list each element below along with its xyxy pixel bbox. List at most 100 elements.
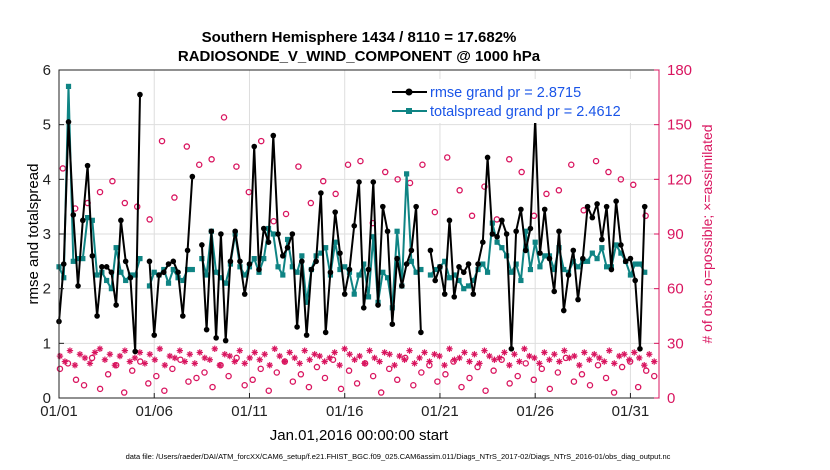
asterisk-stroke xyxy=(486,353,493,359)
obs-possible-marker xyxy=(617,176,625,183)
obs-assimilated-marker xyxy=(66,347,74,354)
obs-possible-marker xyxy=(265,387,273,394)
asterisk-stroke xyxy=(501,349,508,356)
asterisk-stroke xyxy=(321,358,328,365)
asterisk-stroke xyxy=(546,357,553,363)
asterisk-stroke xyxy=(416,355,423,361)
obs-possible-marker xyxy=(630,181,637,189)
rmse-point xyxy=(308,266,315,273)
asterisk-stroke xyxy=(277,353,283,359)
rmse-point xyxy=(260,225,267,232)
plot-area: 01/01 01/06 01/11 01/16 01/21 01/26 01/31 0 1 2 3… xyxy=(40,62,692,420)
y2-tick-label: 120 xyxy=(667,171,692,188)
obs-assimilated-marker xyxy=(96,345,104,352)
rmse-point xyxy=(570,247,577,254)
obs-assimilated-marker xyxy=(56,352,64,360)
spread-point xyxy=(427,272,434,278)
rmse-point xyxy=(608,266,615,273)
rmse-point xyxy=(75,283,81,289)
spread-point xyxy=(513,261,519,267)
rmse-point xyxy=(160,269,167,276)
rmse-point xyxy=(146,258,153,265)
obs-possible-marker xyxy=(319,177,327,185)
obs-assimilated-marker xyxy=(456,354,463,362)
rmse-point xyxy=(380,203,386,210)
obs-assimilated-marker xyxy=(286,349,293,356)
rmse-point xyxy=(437,264,443,270)
rmse-point xyxy=(418,329,424,336)
asterisk-stroke xyxy=(222,351,228,357)
obs-possible-marker xyxy=(357,157,364,165)
spread-point xyxy=(165,280,172,286)
rmse-point xyxy=(275,231,281,237)
asterisk-stroke xyxy=(331,349,338,356)
spread-point xyxy=(432,266,438,273)
obs-possible-marker xyxy=(257,137,265,145)
spread-point xyxy=(299,253,305,259)
asterisk-stroke xyxy=(112,362,118,368)
obs-assimilated-marker xyxy=(91,349,99,356)
obs-assimilated-marker xyxy=(431,351,438,358)
asterisk-stroke xyxy=(67,347,73,354)
obs-assimilated-marker xyxy=(621,351,628,358)
obs-possible-marker xyxy=(514,372,521,380)
obs-assimilated-marker xyxy=(631,349,638,356)
rmse-point xyxy=(103,264,110,270)
obs-assimilated-marker xyxy=(516,358,523,365)
rmse-point xyxy=(280,253,286,259)
obs-possible-marker xyxy=(393,376,401,384)
obs-assimilated-marker xyxy=(601,358,608,365)
rmse-point xyxy=(270,132,277,139)
obs-assimilated-marker xyxy=(641,362,648,369)
asterisk-stroke xyxy=(316,353,323,359)
obs-assimilated-marker xyxy=(606,347,613,354)
spread-point xyxy=(84,215,91,221)
rmse-point xyxy=(294,324,300,330)
data-file-footer: data file: /Users/raeder/DAI/ATM_forcXX/… xyxy=(126,452,671,461)
rmse-point xyxy=(227,258,234,265)
asterisk-stroke xyxy=(122,347,128,354)
asterisk-stroke xyxy=(272,346,278,352)
obs-assimilated-marker xyxy=(416,354,423,362)
rmse-point xyxy=(113,302,119,308)
legend-box xyxy=(387,79,653,123)
y-tick-label: 4 xyxy=(43,171,51,188)
spread-point xyxy=(184,266,191,273)
rmse-point xyxy=(237,258,243,265)
spread-point xyxy=(361,261,367,267)
spread-point xyxy=(518,277,524,284)
obs-possible-marker xyxy=(313,363,321,371)
asterisk-stroke xyxy=(227,353,233,359)
spread-point xyxy=(404,171,410,177)
obs-assimilated-marker xyxy=(566,354,573,362)
spread-point xyxy=(284,236,291,243)
obs-assimilated-marker xyxy=(86,360,94,367)
obs-possible-marker xyxy=(121,199,129,207)
rmse-point xyxy=(170,258,177,265)
obs-possible-marker xyxy=(555,187,563,194)
spread-point xyxy=(132,272,138,278)
obs-assimilated-marker xyxy=(451,356,458,363)
rmse-point xyxy=(60,261,67,267)
asterisk-stroke xyxy=(102,357,108,363)
obs-possible-marker xyxy=(193,374,200,382)
obs-assimilated-marker xyxy=(471,351,478,358)
rmse-point xyxy=(399,283,405,289)
asterisk-stroke xyxy=(636,355,642,361)
spread-point xyxy=(470,277,476,284)
spread-point xyxy=(632,261,638,267)
obs-assimilated-marker xyxy=(501,349,508,356)
obs-assimilated-marker xyxy=(121,347,129,354)
x-axis-label: Jan.01,2016 00:00:00 start xyxy=(270,427,449,444)
obs-assimilated-marker xyxy=(351,356,358,363)
asterisk-stroke xyxy=(137,349,143,356)
obs-assimilated-marker xyxy=(571,352,578,360)
rmse-point xyxy=(65,119,72,125)
asterisk-stroke xyxy=(326,355,333,361)
obs-possible-marker xyxy=(270,217,277,225)
obs-assimilated-marker xyxy=(156,345,164,352)
y2-tick-label: 150 xyxy=(667,117,692,134)
rmse-point xyxy=(189,173,196,180)
rmse-point xyxy=(503,231,510,237)
obs-possible-marker xyxy=(56,365,64,373)
